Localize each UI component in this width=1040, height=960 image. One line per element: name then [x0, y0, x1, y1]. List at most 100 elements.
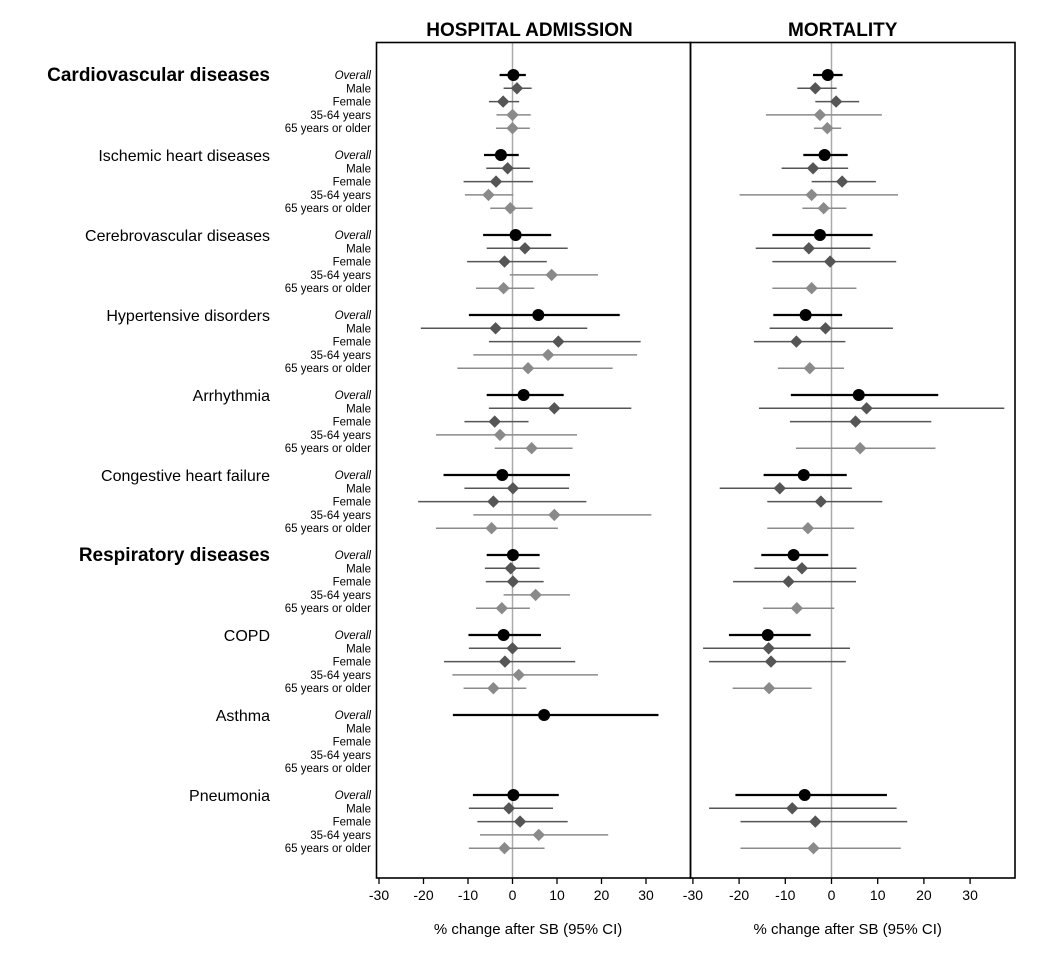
- estimate-marker: [498, 255, 511, 268]
- subgroup-label: Female: [333, 657, 371, 669]
- x-axis-label: % change after SB (95% CI): [753, 921, 941, 938]
- estimate-marker-overall: [497, 629, 510, 641]
- x-tick-label: 0: [828, 887, 836, 903]
- estimate-marker: [506, 482, 520, 495]
- x-tick-label: 0: [509, 887, 517, 903]
- subgroup-label: Male: [346, 483, 371, 495]
- estimate-marker: [762, 642, 775, 655]
- x-tick-label: -20: [729, 887, 749, 903]
- x-tick-label: 30: [638, 887, 654, 903]
- estimate-marker: [506, 122, 519, 135]
- subgroup-label: Female: [333, 337, 371, 349]
- subgroup-label: 35-64 years: [310, 190, 371, 202]
- subgroup-label: 35-64 years: [310, 590, 371, 602]
- disease-label: Respiratory diseases: [79, 545, 270, 566]
- panels: HOSPITAL ADMISSION -30 -20 -10 0 10 20 30 % chan…: [369, 20, 1016, 938]
- estimate-marker: [513, 815, 527, 828]
- estimate-marker: [790, 335, 803, 348]
- estimate-marker: [853, 442, 867, 455]
- estimate-marker-overall: [797, 469, 810, 481]
- panel-title: MORTALITY: [788, 20, 898, 41]
- subgroup-label: 65 years or older: [285, 123, 371, 135]
- estimate-marker: [548, 508, 561, 522]
- estimate-marker: [814, 495, 828, 508]
- estimate-marker: [496, 95, 510, 108]
- x-tick-label: 10: [549, 887, 565, 903]
- estimate-marker-overall: [787, 549, 800, 561]
- x-tick-label: -30: [369, 887, 389, 903]
- subgroup-label: Overall: [335, 710, 372, 722]
- estimate-marker: [860, 402, 873, 415]
- estimate-marker: [807, 842, 820, 855]
- subgroup-label: 35-64 years: [310, 270, 371, 282]
- subgroup-label: Female: [333, 97, 371, 109]
- x-axis-label: % change after SB (95% CI): [434, 921, 622, 938]
- estimate-marker: [801, 522, 815, 535]
- estimate-marker: [795, 562, 809, 575]
- estimate-marker: [819, 322, 832, 335]
- estimate-marker-overall: [509, 229, 522, 241]
- estimate-marker: [773, 482, 786, 495]
- estimate-marker: [506, 575, 520, 588]
- estimate-marker: [806, 162, 820, 175]
- disease-label: Arrhythmia: [193, 388, 270, 405]
- estimate-marker: [501, 162, 514, 175]
- estimate-marker: [487, 682, 500, 695]
- estimate-marker-overall: [813, 229, 826, 241]
- panel-admission: HOSPITAL ADMISSION -30 -20 -10 0 10 20 30 % chan…: [369, 20, 692, 938]
- subgroup-label: Overall: [335, 230, 372, 242]
- estimate-marker: [782, 575, 795, 588]
- estimate-marker: [529, 588, 542, 602]
- estimate-marker-overall: [852, 389, 865, 401]
- subgroup-label: Female: [333, 497, 371, 509]
- estimate-marker: [805, 282, 818, 295]
- x-tick-label: -30: [683, 887, 703, 903]
- estimate-marker: [786, 802, 799, 815]
- estimate-marker: [762, 682, 776, 695]
- estimate-marker: [489, 175, 503, 188]
- subgroup-label: 65 years or older: [285, 763, 371, 775]
- estimate-marker: [518, 242, 532, 255]
- estimate-marker: [504, 202, 517, 215]
- estimate-marker-overall: [517, 389, 530, 401]
- x-tick-label: -10: [458, 887, 478, 903]
- subgroup-label: Overall: [335, 390, 372, 402]
- estimate-marker: [488, 415, 501, 428]
- x-tick-label: 20: [916, 887, 932, 903]
- disease-label: Asthma: [216, 708, 270, 725]
- subgroup-label: Overall: [335, 550, 372, 562]
- subgroup-label: 35-64 years: [310, 430, 371, 442]
- estimate-marker: [502, 802, 516, 815]
- estimate-marker: [485, 522, 498, 535]
- subgroup-label: 65 years or older: [285, 603, 371, 615]
- subgroup-label: Male: [346, 403, 371, 415]
- subgroup-label: Male: [346, 163, 371, 175]
- estimate-marker: [506, 642, 519, 655]
- estimate-marker: [525, 442, 538, 455]
- x-tick-label: 20: [594, 887, 610, 903]
- subgroup-label: 35-64 years: [310, 670, 371, 682]
- subgroup-label: Male: [346, 803, 371, 815]
- estimate-marker: [512, 668, 525, 682]
- estimate-marker: [541, 348, 555, 362]
- subgroup-label: Overall: [335, 630, 372, 642]
- subgroup-label: Overall: [335, 470, 372, 482]
- estimate-marker: [482, 188, 495, 202]
- estimate-marker-overall: [538, 709, 551, 721]
- subgroup-label: 35-64 years: [310, 510, 371, 522]
- subgroup-label: Female: [333, 177, 371, 189]
- estimate-marker: [493, 428, 507, 442]
- estimate-marker: [552, 335, 565, 348]
- disease-label: Hypertensive disorders: [106, 308, 270, 325]
- subgroup-label: Female: [333, 817, 371, 829]
- subgroup-label: 65 years or older: [285, 683, 371, 695]
- subgroup-label: Male: [346, 323, 371, 335]
- disease-label: Pneumonia: [189, 788, 270, 805]
- estimate-marker: [805, 188, 818, 202]
- estimate-marker-overall: [494, 149, 507, 161]
- estimate-marker: [548, 402, 561, 415]
- estimate-marker-overall: [532, 309, 545, 321]
- estimate-marker: [497, 282, 510, 295]
- estimate-marker-overall: [799, 309, 812, 321]
